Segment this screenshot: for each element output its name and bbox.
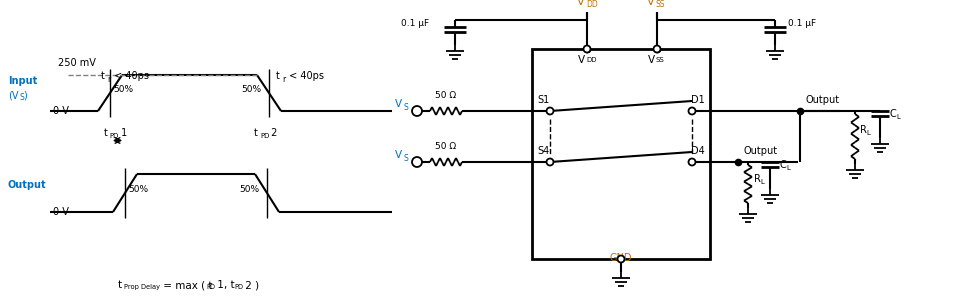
Text: L: L <box>760 179 763 185</box>
Text: < 40ps: < 40ps <box>286 71 324 81</box>
Text: 50 Ω: 50 Ω <box>436 91 457 100</box>
Circle shape <box>688 107 695 115</box>
Text: t: t <box>103 127 107 138</box>
Text: GND: GND <box>610 253 632 263</box>
Text: 0 V: 0 V <box>53 106 68 116</box>
Circle shape <box>547 107 553 115</box>
Text: V: V <box>577 55 585 65</box>
Text: V: V <box>395 99 402 109</box>
Circle shape <box>688 158 695 165</box>
Text: C: C <box>780 160 787 170</box>
Text: ): ) <box>23 90 27 100</box>
Text: V: V <box>577 0 585 7</box>
Text: S: S <box>19 92 24 102</box>
Text: V: V <box>395 150 402 160</box>
Text: S: S <box>403 103 408 112</box>
Text: Output: Output <box>805 95 839 105</box>
Text: 1: 1 <box>118 127 126 138</box>
Text: < 40ps: < 40ps <box>111 71 149 81</box>
Circle shape <box>583 45 591 52</box>
Text: (V: (V <box>8 90 18 100</box>
Text: = max ( t: = max ( t <box>160 280 212 290</box>
Circle shape <box>412 106 422 116</box>
Text: 50%: 50% <box>241 86 261 95</box>
Text: t: t <box>118 280 122 290</box>
Text: Prop Delay: Prop Delay <box>124 284 160 290</box>
Text: PD: PD <box>206 284 215 290</box>
Text: PD: PD <box>260 133 269 138</box>
Text: L: L <box>896 114 899 120</box>
Text: 0 V: 0 V <box>53 207 68 217</box>
Circle shape <box>654 45 660 52</box>
Text: V: V <box>648 0 655 7</box>
Text: 1, t: 1, t <box>214 280 234 290</box>
Text: L: L <box>866 130 870 136</box>
Text: L: L <box>786 165 790 171</box>
Text: S4: S4 <box>537 146 549 156</box>
Text: 50%: 50% <box>239 185 259 195</box>
Text: S1: S1 <box>537 95 549 105</box>
Text: Output: Output <box>8 180 46 190</box>
Text: 50%: 50% <box>128 185 148 195</box>
Circle shape <box>547 158 553 165</box>
Text: DD: DD <box>586 0 598 9</box>
Text: Output: Output <box>743 146 777 156</box>
Text: 50%: 50% <box>113 86 133 95</box>
Text: 2: 2 <box>268 127 278 138</box>
Text: C: C <box>890 109 897 119</box>
Text: D1: D1 <box>691 95 705 105</box>
Text: SS: SS <box>656 0 665 9</box>
Text: V: V <box>648 55 655 65</box>
Text: Input: Input <box>8 76 38 86</box>
Text: R: R <box>754 174 761 184</box>
Text: PD: PD <box>110 133 119 138</box>
Text: r: r <box>107 75 110 84</box>
Text: R: R <box>860 125 867 135</box>
Text: t: t <box>101 71 105 81</box>
Text: 250 mV: 250 mV <box>58 58 95 68</box>
Circle shape <box>412 157 422 167</box>
Text: DD: DD <box>586 57 597 63</box>
Text: t: t <box>254 127 258 138</box>
Text: r: r <box>282 75 285 84</box>
Text: 50 Ω: 50 Ω <box>436 142 457 151</box>
Text: 0.1 μF: 0.1 μF <box>788 20 817 29</box>
Text: SS: SS <box>656 57 665 63</box>
Text: 0.1 μF: 0.1 μF <box>401 20 429 29</box>
Text: S: S <box>403 154 408 163</box>
Text: t: t <box>276 71 280 81</box>
Text: PD: PD <box>234 284 243 290</box>
Bar <box>532 49 710 259</box>
Text: D4: D4 <box>691 146 705 156</box>
Circle shape <box>618 255 625 262</box>
Text: 2 ): 2 ) <box>242 280 259 290</box>
